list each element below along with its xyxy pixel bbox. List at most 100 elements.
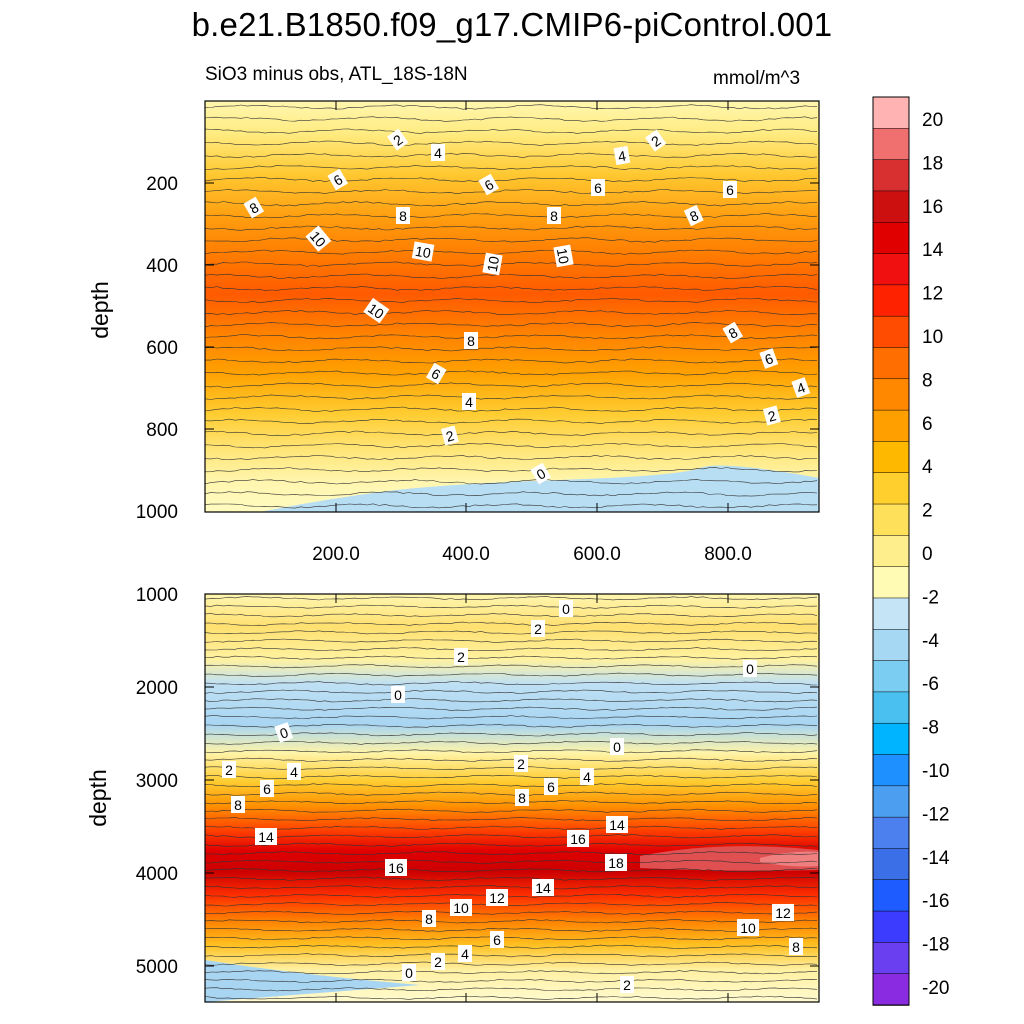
contour-line	[205, 286, 818, 291]
lower-ytick-label: 3000	[136, 771, 178, 792]
contour-label: 14	[535, 880, 551, 896]
contour-label: 18	[608, 855, 624, 871]
colorbar-swatch	[872, 722, 910, 756]
upper-ytick-label: 1000	[136, 502, 178, 523]
colorbar-label: -10	[922, 761, 949, 782]
colorbar-swatch	[872, 441, 910, 474]
upper-axis-ticks	[205, 101, 819, 512]
upper-ytick-label: 200	[146, 174, 178, 195]
contour-label: 8	[518, 790, 526, 806]
colorbar-swatch	[872, 128, 910, 161]
colorbar-swatch	[872, 315, 910, 349]
colorbar-label: 16	[922, 197, 943, 218]
contour-label: 8	[467, 333, 475, 349]
contour-line	[205, 128, 818, 134]
lower-ytick-label: 4000	[136, 864, 178, 885]
colorbar-swatch	[872, 159, 910, 192]
colorbar-label: 10	[922, 327, 943, 348]
lower-contours	[205, 596, 818, 1000]
colorbar-label: 14	[922, 240, 944, 261]
colorbar-swatch	[872, 816, 910, 850]
colorbar-swatch	[872, 253, 910, 286]
colorbar-label: 8	[922, 370, 933, 391]
contour-line	[205, 808, 818, 813]
lower-contour-labels: 0 2 2 0 0 0 0 2 4 6 8 2 6 4 8 14 16 14 1…	[222, 600, 803, 993]
contour-line	[205, 418, 818, 425]
contour-line	[205, 273, 818, 279]
contour-line	[205, 902, 818, 907]
contour-label: 6	[594, 180, 602, 196]
contour-label: 8	[792, 939, 800, 955]
contour-label: 4	[434, 145, 442, 161]
contour-line	[205, 604, 818, 609]
contour-line	[205, 140, 818, 146]
lower-max-inner	[760, 851, 819, 867]
contour-label: 10	[414, 243, 432, 261]
contour-line	[205, 681, 818, 686]
contour-line	[205, 297, 818, 303]
contour-line	[205, 152, 818, 159]
contour-line	[205, 800, 818, 805]
contour-line	[205, 817, 818, 822]
contour-label: 6	[726, 182, 734, 198]
contour-line	[205, 394, 818, 400]
contour-line	[205, 910, 818, 915]
contour-label: 0	[394, 687, 402, 703]
contour-label: 10	[740, 920, 756, 936]
colorbar-label: -14	[922, 848, 950, 869]
contour-line	[205, 919, 818, 924]
colorbar-label: 12	[922, 284, 943, 305]
contour-line	[205, 116, 818, 122]
contour-label: 6	[547, 779, 555, 795]
contour-line	[205, 953, 817, 958]
contour-label: 2	[766, 407, 778, 425]
contour-line	[205, 213, 818, 219]
colorbar-label: -12	[922, 804, 949, 825]
contour-label: 8	[234, 797, 242, 813]
contour-line	[205, 970, 818, 975]
contour-label: 8	[399, 208, 407, 224]
contour-line	[205, 638, 818, 643]
contour-line	[205, 454, 817, 461]
colorbar-label: 20	[922, 110, 943, 131]
contour-line	[205, 715, 818, 720]
contour-line	[205, 936, 818, 941]
colorbar-swatch	[872, 566, 910, 599]
colorbar-swatch	[872, 973, 910, 1006]
xtick-label: 800.0	[704, 544, 752, 565]
contour-label: 12	[489, 890, 505, 906]
contour-line	[205, 370, 818, 376]
colorbar-label: -16	[922, 891, 949, 912]
units-label: mmol/m^3	[713, 68, 801, 89]
contour-label: 4	[583, 769, 591, 785]
contour-line	[205, 346, 818, 352]
clabel-bg	[387, 128, 409, 151]
contour-label: 2	[434, 954, 442, 970]
contour-label: 14	[258, 829, 274, 845]
colorbar-label: -4	[922, 631, 939, 652]
colorbar-swatch	[872, 879, 910, 912]
lower-axis-ticks	[205, 594, 819, 1002]
contour-line	[205, 783, 818, 788]
xtick-label: 200.0	[312, 544, 360, 565]
colorbar-label: 6	[922, 414, 933, 435]
contour-line	[205, 791, 818, 796]
contour-label: 12	[775, 905, 791, 921]
upper-panel: 200 400 600 800 1000 depth 200.0 400.0 6…	[87, 100, 820, 565]
contour-line	[205, 885, 818, 890]
contour-line	[205, 613, 818, 618]
contour-line	[205, 859, 818, 864]
contour-label: 6	[493, 932, 501, 948]
contour-line	[205, 757, 818, 762]
contour-label: 0	[613, 739, 621, 755]
colorbar-label: -6	[922, 674, 939, 695]
contour-label: 16	[388, 860, 404, 876]
contour-line	[205, 104, 818, 110]
contour-line	[205, 774, 818, 779]
colorbar-swatch	[872, 660, 910, 693]
contour-label: 10	[484, 255, 502, 273]
contour-line	[205, 978, 818, 983]
contour-line	[205, 334, 818, 340]
contour-line	[205, 491, 818, 497]
